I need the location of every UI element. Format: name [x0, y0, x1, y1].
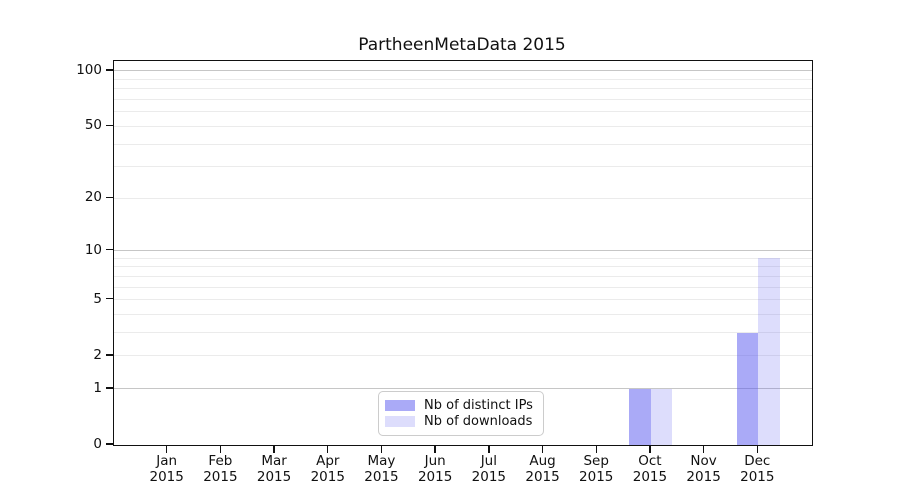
y-tick — [106, 248, 113, 251]
h-gridline-minor — [114, 88, 812, 90]
y-tick — [106, 124, 113, 127]
x-tick-label: Feb 2015 — [203, 453, 238, 485]
y-tick-label: 10 — [84, 241, 102, 258]
y-tick-label: 20 — [84, 189, 102, 206]
x-tick-label: Oct 2015 — [632, 453, 668, 485]
legend-item: Nb of downloads — [385, 414, 535, 430]
h-gridline-minor — [114, 78, 812, 80]
x-tick — [273, 445, 275, 453]
x-tick — [595, 445, 597, 453]
x-tick — [702, 445, 705, 453]
h-gridline-minor — [114, 332, 812, 334]
x-tick-label: Mar 2015 — [256, 453, 292, 485]
legend-item: Nb of distinct IPs — [385, 397, 535, 413]
h-gridline-minor — [114, 166, 812, 168]
bar-distinct-ips — [736, 332, 759, 445]
y-tick — [106, 298, 113, 300]
x-tick — [327, 445, 329, 453]
y-tick-label: 100 — [76, 61, 102, 78]
x-tick — [649, 445, 651, 453]
y-tick-label: 0 — [93, 436, 102, 452]
x-tick — [380, 445, 383, 453]
bar-distinct-ips — [629, 388, 651, 445]
bar-downloads — [758, 258, 780, 445]
x-tick-label: Nov 2015 — [686, 453, 721, 485]
h-gridline-minor — [114, 257, 812, 259]
h-gridline-minor — [114, 143, 812, 145]
h-gridline-minor — [114, 286, 812, 288]
y-tick — [106, 387, 113, 389]
y-tick — [106, 354, 113, 356]
h-gridline-minor — [114, 125, 812, 127]
chart-title: PartheenMetaData 2015 — [358, 35, 566, 55]
h-gridline-minor — [114, 314, 812, 316]
h-gridline-minor — [114, 266, 812, 268]
h-gridline-major — [114, 250, 812, 252]
x-tick-label: Dec 2015 — [740, 453, 775, 485]
x-tick-label: Jun 2015 — [417, 453, 453, 485]
x-tick — [488, 445, 490, 453]
h-gridline-minor — [114, 355, 812, 357]
y-tick-label: 50 — [84, 117, 102, 134]
y-tick-label: 1 — [93, 379, 102, 396]
x-tick-label: Apr 2015 — [310, 453, 345, 485]
x-tick-label: Jan 2015 — [149, 453, 184, 485]
y-tick — [106, 443, 113, 445]
x-tick-label: May 2015 — [364, 453, 399, 485]
h-gridline-major — [114, 388, 812, 390]
x-tick — [756, 445, 758, 453]
h-gridline-minor — [114, 99, 812, 101]
x-tick — [219, 445, 222, 453]
h-gridline-minor — [114, 197, 812, 199]
x-tick-label: Sep 2015 — [579, 453, 614, 485]
legend-swatch — [385, 399, 415, 411]
legend-label: Nb of downloads — [424, 414, 533, 430]
x-tick — [165, 445, 168, 453]
h-gridline-major — [114, 70, 812, 72]
plot-area — [113, 60, 813, 446]
x-tick-label: Aug 2015 — [525, 453, 560, 485]
x-tick — [541, 445, 544, 453]
h-gridline-minor — [114, 111, 812, 113]
legend: Nb of distinct IPs Nb of downloads — [378, 391, 544, 436]
x-tick — [434, 445, 436, 453]
y-tick-label: 2 — [93, 346, 102, 363]
y-tick — [106, 69, 113, 71]
bar-downloads — [650, 388, 673, 445]
x-tick-label: Jul 2015 — [471, 453, 507, 485]
legend-swatch — [385, 416, 415, 428]
h-gridline-minor — [114, 299, 812, 301]
legend-label: Nb of distinct IPs — [424, 397, 533, 413]
h-gridline-minor — [114, 275, 812, 277]
y-tick-label: 5 — [93, 290, 102, 307]
y-tick — [106, 196, 113, 198]
